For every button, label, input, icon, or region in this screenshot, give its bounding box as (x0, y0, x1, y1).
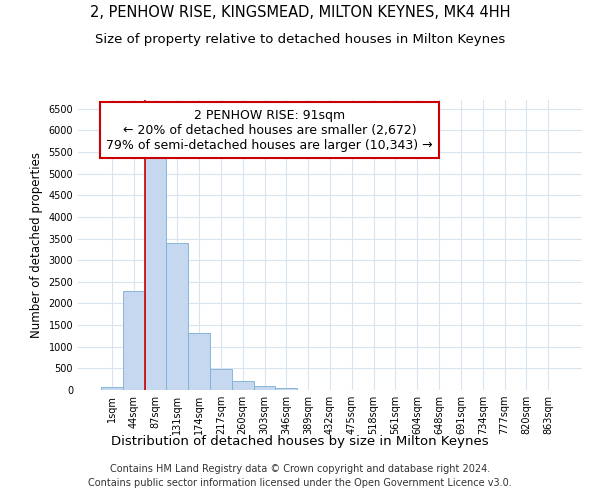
Bar (232, 382, 254, 390)
Bar (101, 387, 123, 390)
Bar (166, 243, 188, 390)
Text: 2, PENHOW RISE, KINGSMEAD, MILTON KEYNES, MK4 4HH: 2, PENHOW RISE, KINGSMEAD, MILTON KEYNES… (90, 5, 510, 20)
Bar (123, 292, 145, 390)
Bar (254, 386, 275, 390)
Text: Distribution of detached houses by size in Milton Keynes: Distribution of detached houses by size … (111, 435, 489, 448)
Bar (275, 388, 297, 390)
Text: Contains HM Land Registry data © Crown copyright and database right 2024.
Contai: Contains HM Land Registry data © Crown c… (88, 464, 512, 487)
Text: 2 PENHOW RISE: 91sqm
← 20% of detached houses are smaller (2,672)
79% of semi-de: 2 PENHOW RISE: 91sqm ← 20% of detached h… (106, 108, 433, 152)
Text: Size of property relative to detached houses in Milton Keynes: Size of property relative to detached ho… (95, 32, 505, 46)
Bar (188, 333, 210, 390)
Bar (210, 369, 232, 390)
Bar (145, 154, 166, 390)
Y-axis label: Number of detached properties: Number of detached properties (30, 152, 43, 338)
